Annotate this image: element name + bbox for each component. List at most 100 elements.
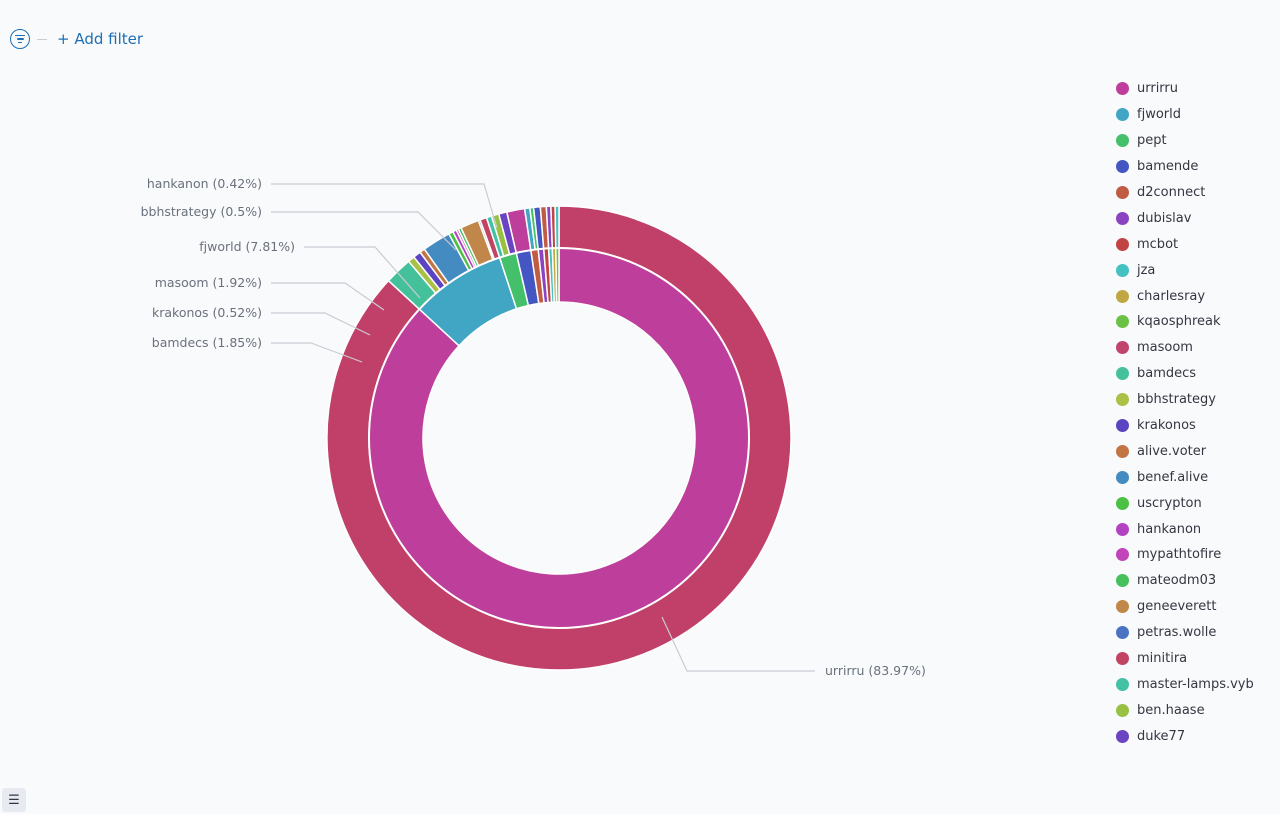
callout-label-urrirru: urrirru (83.97%) <box>825 663 926 678</box>
filter-icon[interactable] <box>10 29 30 49</box>
legend-item-ben-haase[interactable]: ben.haase <box>1116 697 1276 723</box>
legend-item-jza[interactable]: jza <box>1116 257 1276 283</box>
inner-slice-kqaosphreak[interactable] <box>555 247 560 303</box>
legend-swatch <box>1116 315 1129 329</box>
callout-line-1 <box>271 211 457 251</box>
legend-swatch <box>1116 600 1129 614</box>
legend-label: master-lamps.vyb <box>1137 676 1254 692</box>
legend-swatch <box>1116 470 1129 484</box>
legend-label: bbhstrategy <box>1137 392 1216 408</box>
ring-separator <box>368 247 750 629</box>
legend-label: bamende <box>1137 159 1199 175</box>
legend-label: d2connect <box>1137 185 1206 200</box>
legend-item-mcbot[interactable]: mcbot <box>1116 231 1276 257</box>
legend-item-dubislav[interactable]: dubislav <box>1116 205 1276 231</box>
legend-swatch <box>1116 522 1129 536</box>
callout-label-fjworld: fjworld (7.81%) <box>199 239 295 254</box>
legend-label: fjworld <box>1137 107 1181 123</box>
filter-separator <box>37 38 47 40</box>
legend-item-uscrypton[interactable]: uscrypton <box>1116 490 1276 516</box>
legend-label: alive.voter <box>1137 443 1207 459</box>
legend-item-alive-voter[interactable]: alive.voter <box>1116 438 1276 464</box>
legend-item-mypathtofire[interactable]: mypathtofire <box>1116 542 1276 568</box>
legend-swatch <box>1116 82 1129 96</box>
legend-swatch <box>1116 626 1129 640</box>
legend-item-benef-alive[interactable]: benef.alive <box>1116 464 1276 490</box>
legend-label: masoom <box>1137 340 1193 356</box>
callout-line-5 <box>271 342 363 363</box>
legend-swatch <box>1116 393 1129 407</box>
legend-label: petras.wolle <box>1137 625 1217 641</box>
legend-item-bamdecs[interactable]: bamdecs <box>1116 361 1276 387</box>
callout-label-masoom: masoom (1.92%) <box>155 275 262 290</box>
legend-item-bbhstrategy[interactable]: bbhstrategy <box>1116 387 1276 413</box>
legend-label: hankanon <box>1137 521 1202 537</box>
callout-line-2 <box>304 246 421 299</box>
legend-item-masoom[interactable]: masoom <box>1116 335 1276 361</box>
callout-line-3 <box>271 282 385 311</box>
list-icon: ☰ <box>8 792 20 808</box>
legend-swatch <box>1116 548 1129 562</box>
legend-item-hankanon[interactable]: hankanon <box>1116 516 1276 542</box>
legend-swatch <box>1116 419 1129 433</box>
legend-swatch <box>1116 289 1129 303</box>
legend-item-pept[interactable]: pept <box>1116 128 1276 154</box>
legend-swatch <box>1116 108 1129 122</box>
legend-swatch <box>1116 341 1129 355</box>
legend-item-bamende[interactable]: bamende <box>1116 154 1276 180</box>
legend-label: jza <box>1137 262 1156 278</box>
callout-line-0 <box>271 183 498 229</box>
legend-label: charlesray <box>1137 288 1206 304</box>
legend-label: duke77 <box>1137 728 1186 744</box>
legend-swatch <box>1116 134 1129 148</box>
legend-swatch <box>1116 263 1129 277</box>
legend-item-geneeverett[interactable]: geneeverett <box>1116 594 1276 620</box>
legend-item-petras-wolle[interactable]: petras.wolle <box>1116 620 1276 646</box>
legend-swatch <box>1116 574 1129 588</box>
chart-legend: urrirru fjworld pept bamende d2connect dubisl… <box>1116 76 1276 749</box>
add-filter-button[interactable]: + Add filter <box>57 30 144 48</box>
legend-label: minitira <box>1137 651 1188 667</box>
legend-label: krakonos <box>1137 418 1196 434</box>
filter-bar: + Add filter <box>10 28 143 50</box>
legend-item-kqaosphreak[interactable]: kqaosphreak <box>1116 309 1276 335</box>
legend-item-mateodm03[interactable]: mateodm03 <box>1116 568 1276 594</box>
legend-swatch <box>1116 729 1129 743</box>
legend-label: mateodm03 <box>1137 573 1217 589</box>
callout-label-bbhstrategy: bbhstrategy (0.5%) <box>141 204 262 219</box>
legend-swatch <box>1116 160 1129 174</box>
legend-label: mypathtofire <box>1137 547 1222 563</box>
legend-swatch <box>1116 652 1129 666</box>
callout-label-krakonos: krakonos (0.52%) <box>152 305 262 320</box>
outer-slice-kqaosphreak-23[interactable] <box>554 205 560 249</box>
legend-swatch <box>1116 211 1129 225</box>
legend-label: geneeverett <box>1137 599 1217 615</box>
legend-label: kqaosphreak <box>1137 314 1221 330</box>
legend-swatch <box>1116 496 1129 510</box>
legend-item-krakonos[interactable]: krakonos <box>1116 413 1276 439</box>
legend-label: pept <box>1137 133 1167 149</box>
legend-swatch <box>1116 186 1129 199</box>
callout-line-4 <box>271 312 371 336</box>
legend-label: benef.alive <box>1137 469 1209 485</box>
callout-label-bamdecs: bamdecs (1.85%) <box>152 335 262 350</box>
legend-swatch <box>1116 237 1129 251</box>
legend-toggle-button[interactable]: ☰ <box>2 788 26 812</box>
legend-label: bamdecs <box>1137 366 1197 382</box>
legend-swatch <box>1116 677 1129 691</box>
legend-item-d2connect[interactable]: d2connect <box>1116 180 1276 206</box>
legend-item-duke77[interactable]: duke77 <box>1116 723 1276 749</box>
legend-item-master-lamps-vyb[interactable]: master-lamps.vyb <box>1116 671 1276 697</box>
legend-item-urrirru[interactable]: urrirru <box>1116 76 1276 102</box>
callout-label-hankanon: hankanon (0.42%) <box>147 176 262 191</box>
legend-item-fjworld[interactable]: fjworld <box>1116 102 1276 128</box>
legend-label: ben.haase <box>1137 702 1205 718</box>
legend-swatch <box>1116 367 1129 381</box>
callout-line-6 <box>661 616 815 672</box>
legend-item-minitira[interactable]: minitira <box>1116 646 1276 672</box>
legend-label: dubislav <box>1137 210 1192 226</box>
legend-label: urrirru <box>1137 81 1179 97</box>
legend-item-charlesray[interactable]: charlesray <box>1116 283 1276 309</box>
legend-label: mcbot <box>1137 236 1179 252</box>
